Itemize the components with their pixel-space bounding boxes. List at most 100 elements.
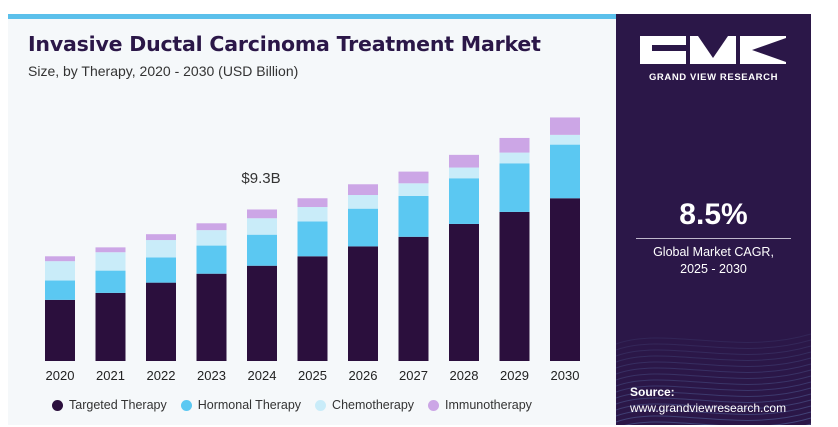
x-tick-label-2021: 2021 [96,368,125,383]
cagr-label: Global Market CAGR, 2025 - 2030 [616,244,811,278]
x-tick-label-2030: 2030 [551,368,580,383]
accent-bar [8,14,616,19]
legend-swatch-chemo [315,399,327,411]
wave-line [624,417,811,425]
source-link[interactable]: www.grandviewresearch.com [630,401,787,415]
bar-segment-hormonal-2026 [348,208,378,247]
grand-view-research-logo [640,36,788,64]
bar-segment-immuno-2025 [297,198,328,208]
bar-segment-targeted-2025 [297,256,328,361]
bar-segment-chemo-2020 [45,261,75,281]
bar-segment-chemo-2030 [550,134,580,145]
bar-segment-immuno-2027 [398,171,429,184]
cagr-value: 8.5% [679,198,748,231]
bar-segment-immuno-2021 [95,247,126,253]
chart-subtitle: Size, by Therapy, 2020 - 2030 (USD Billi… [28,63,299,79]
bar-segment-immuno-2026 [348,184,378,196]
bar-segment-immuno-2029 [499,137,530,153]
decorative-wave-pattern [616,333,811,425]
bar-segment-hormonal-2024 [247,234,277,266]
wave-line [616,381,811,393]
wave-line [616,351,811,363]
legend-swatch-immuno [428,399,440,411]
logo-mark-icon [640,36,786,64]
wave-line [616,345,811,357]
cagr-divider [636,238,791,239]
bar-segment-hormonal-2021 [95,270,126,293]
bar-segment-chemo-2024 [247,218,277,235]
x-tick-label-2022: 2022 [147,368,176,383]
x-tick-label-2024: 2024 [248,368,277,383]
bar-segment-chemo-2023 [196,230,227,246]
bar-segment-hormonal-2022 [146,257,176,283]
bar-segment-chemo-2025 [297,207,328,222]
legend-item-chemo: Chemotherapy [315,398,414,412]
wave-line [616,405,811,417]
legend-swatch-targeted [52,399,63,411]
wave-line [616,357,811,369]
bar-segment-chemo-2028 [449,167,479,179]
wave-line [616,387,811,399]
cagr-label-line2: 2025 - 2030 [680,262,747,276]
wave-line [616,411,811,423]
bar-segment-targeted-2030 [550,198,580,361]
bar-segment-chemo-2022 [146,240,176,258]
legend-label-chemo: Chemotherapy [332,398,415,412]
x-tick-label-2028: 2028 [450,368,479,383]
bar-segment-immuno-2028 [449,154,479,168]
legend-item-immuno: Immunotherapy [428,398,532,412]
legend-item-hormonal: Hormonal Therapy [180,398,302,412]
x-tick-label-2026: 2026 [349,368,378,383]
bar-segment-targeted-2021 [95,292,126,361]
bar-segment-immuno-2022 [146,234,176,241]
bar-segment-targeted-2028 [449,223,479,361]
bar-segment-chemo-2026 [348,195,378,209]
bar-chart: 2020 2021 2022 2023 2024 2025 2026 2027 2028 2029… [45,117,580,383]
bar-segment-hormonal-2020 [45,280,75,300]
bar-segment-chemo-2029 [499,152,530,164]
chart-title: Invasive Ductal Carcinoma Treatment Mark… [28,32,541,56]
bar-segment-hormonal-2028 [449,178,479,224]
wave-line [616,333,811,345]
bar-segment-immuno-2023 [196,223,227,231]
wave-line [616,375,811,387]
wave-line [616,369,811,381]
x-tick-label-2020: 2020 [46,368,75,383]
bar-segment-targeted-2029 [499,211,530,361]
bar-segment-hormonal-2029 [499,163,530,212]
source-label: Source: [630,385,675,399]
cagr-label-line1: Global Market CAGR, [653,245,774,259]
wave-line [616,363,811,375]
bar-segment-targeted-2020 [45,299,75,361]
bar-segment-chemo-2021 [95,252,126,271]
bar-segment-immuno-2020 [45,256,75,262]
annotation-total-2024: $9.3B [241,170,280,187]
bar-segment-immuno-2024 [247,209,277,219]
bar-segment-targeted-2023 [196,273,227,361]
logo-wordmark: GRAND VIEW RESEARCH [648,72,779,83]
bar-segment-hormonal-2025 [297,221,328,257]
legend-label-hormonal: Hormonal Therapy [197,398,302,412]
legend-label-targeted: Targeted Therapy [69,398,167,412]
bar-segment-targeted-2027 [398,236,429,361]
x-tick-label-2029: 2029 [500,368,529,383]
legend-item-targeted: Targeted Therapy [52,398,167,412]
bar-segment-hormonal-2023 [196,245,227,274]
wave-line [616,399,811,411]
bar-segment-targeted-2024 [247,265,277,361]
legend-swatch-hormonal [180,399,192,411]
wave-line [616,393,811,405]
info-sidebar: GRAND VIEW RESEARCH 8.5% Global Market C… [616,14,811,425]
wave-line [616,339,811,351]
bar-segment-immuno-2030 [550,117,580,135]
chart-legend: Targeted Therapy Hormonal Therapy Chemothe… [52,398,532,412]
bar-segment-chemo-2027 [398,183,429,196]
bar-segment-targeted-2026 [348,246,378,361]
x-tick-label-2023: 2023 [197,368,226,383]
x-tick-label-2027: 2027 [399,368,428,383]
bar-segment-hormonal-2030 [550,144,580,199]
bar-segment-hormonal-2027 [398,195,429,237]
legend-label-immuno: Immunotherapy [445,398,532,412]
bar-segment-targeted-2022 [146,282,176,361]
x-tick-label-2025: 2025 [298,368,327,383]
